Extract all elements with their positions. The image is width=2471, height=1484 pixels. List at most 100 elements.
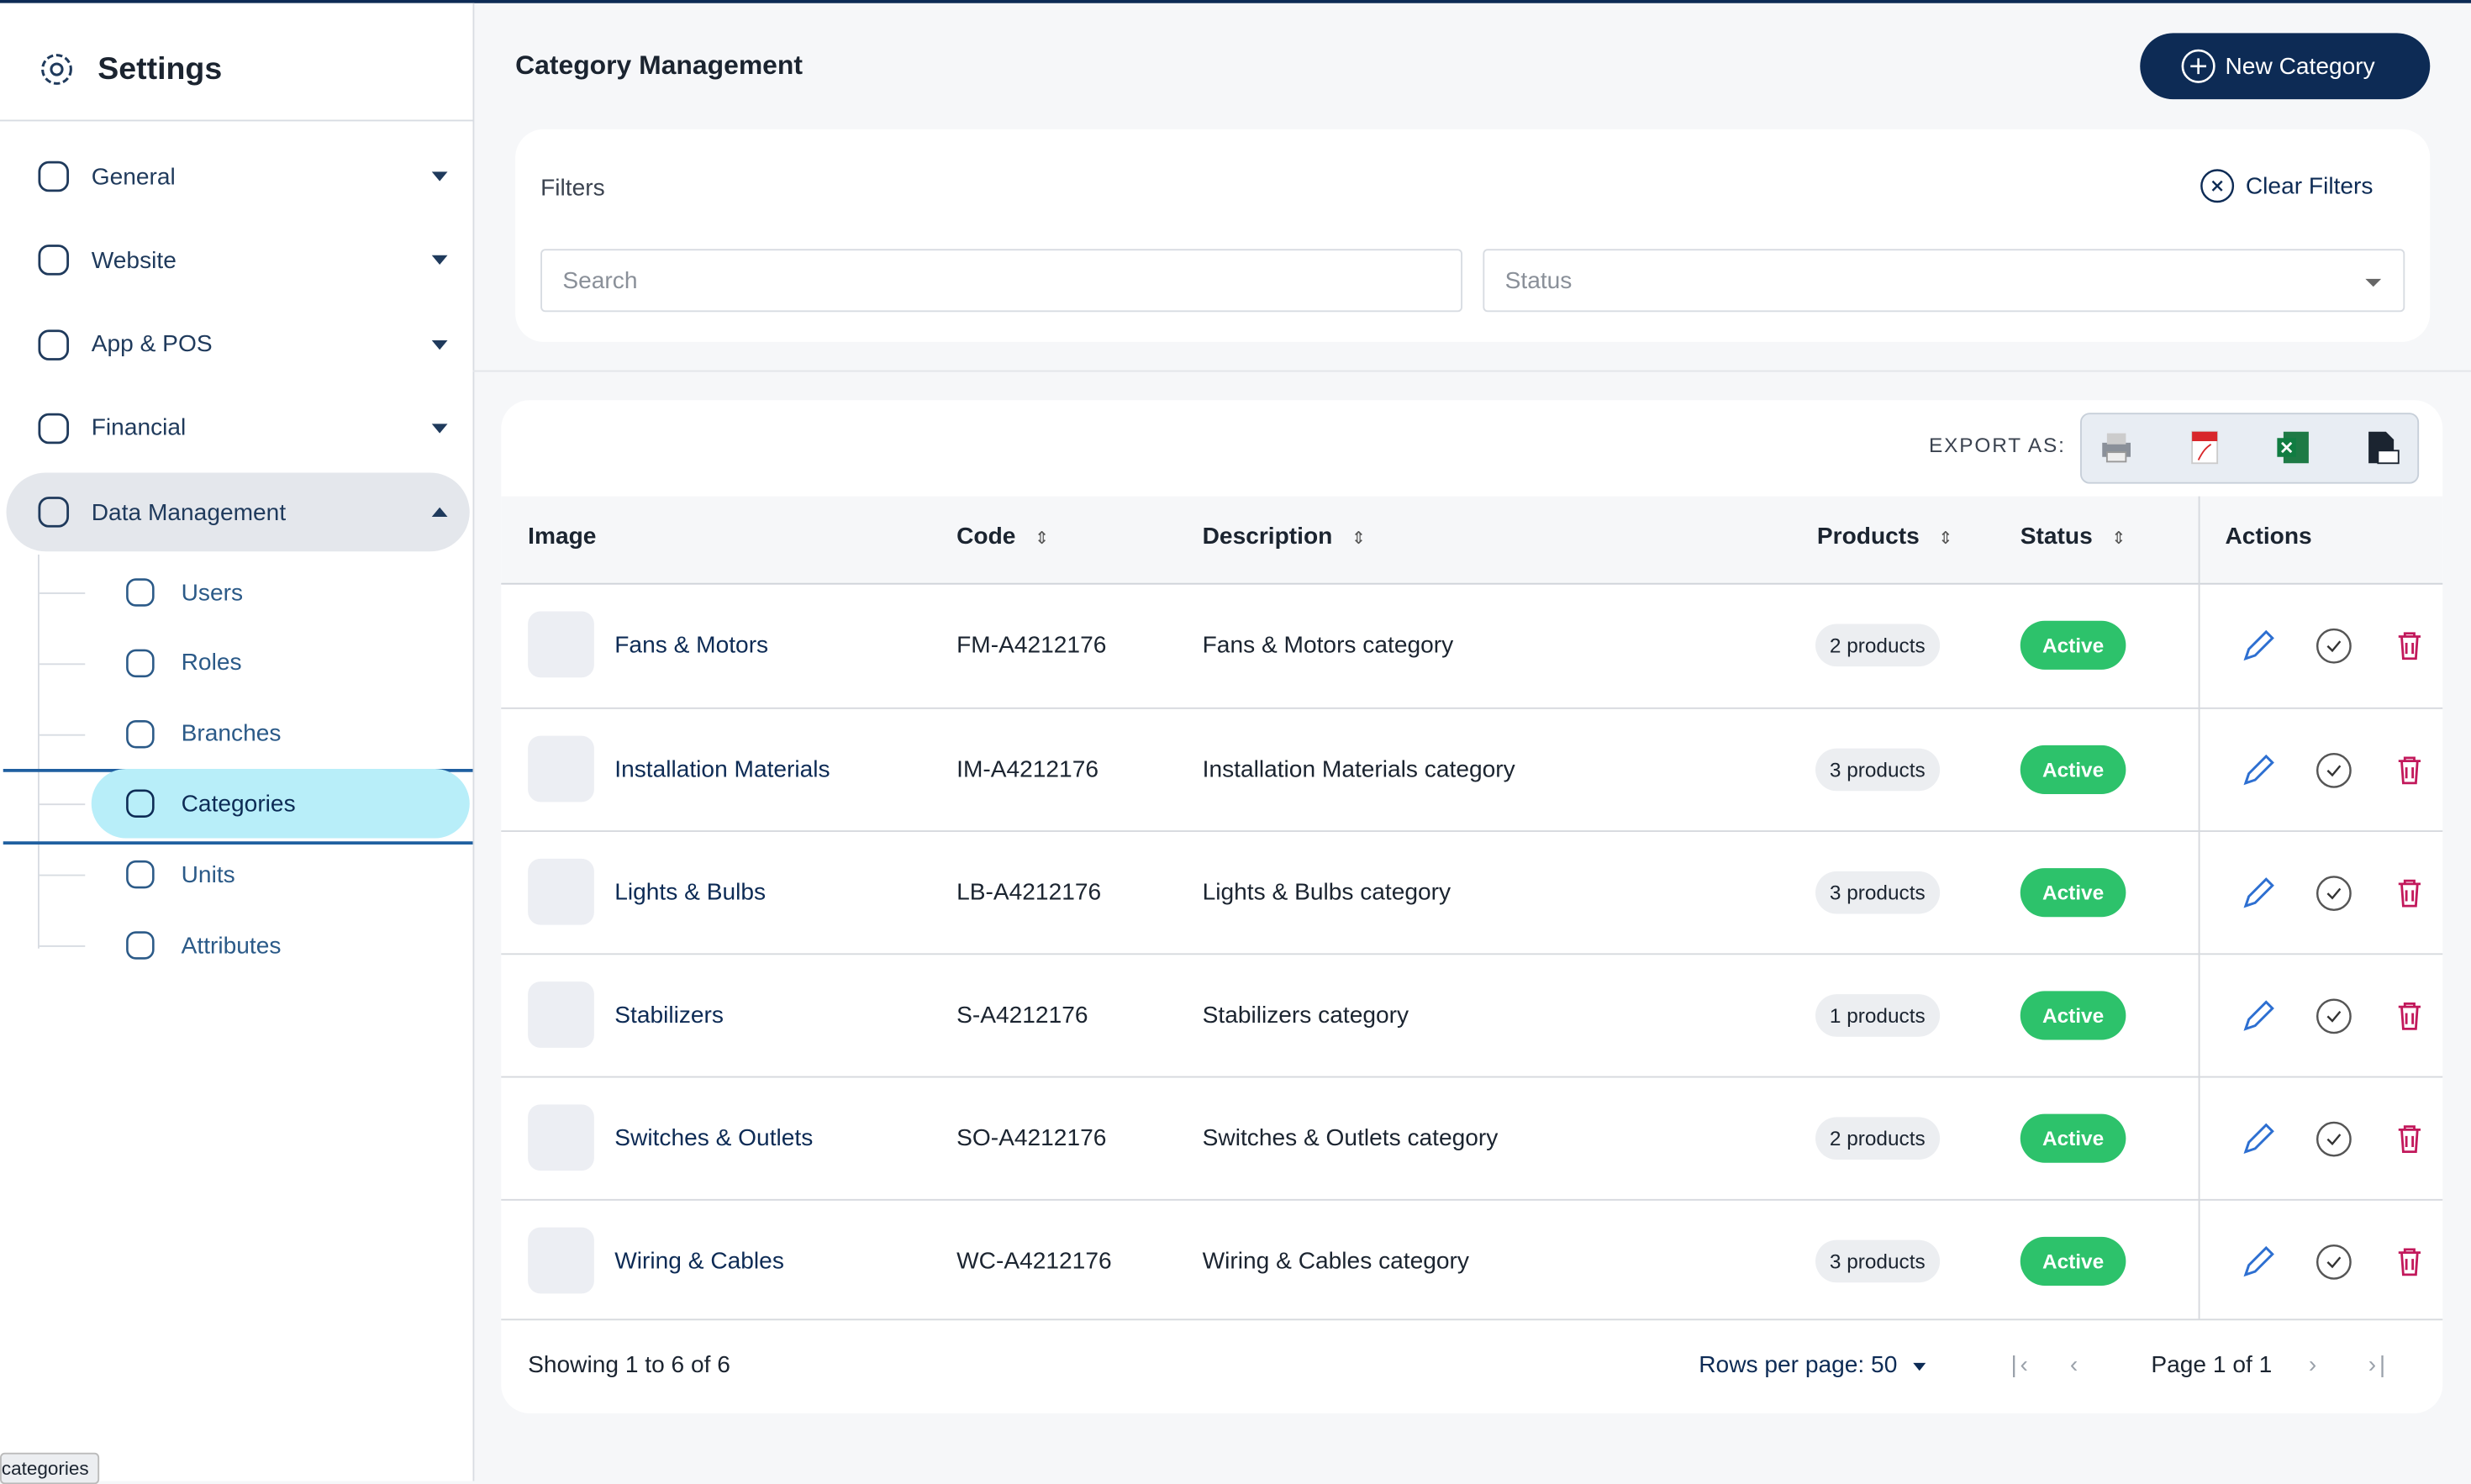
status-placeholder: Status <box>1505 267 1573 294</box>
new-category-button[interactable]: New Category <box>2140 33 2430 99</box>
products-badge: 3 products <box>1815 749 1940 792</box>
status-cell: Active <box>2021 709 2126 830</box>
edit-icon[interactable] <box>2238 995 2279 1036</box>
status-select[interactable]: Status <box>1483 249 2405 312</box>
caret <box>432 508 448 517</box>
tree-line <box>38 555 40 949</box>
submenu-label: Attributes <box>182 932 282 959</box>
nav-label: Website <box>92 247 176 274</box>
excel-icon[interactable] <box>2274 429 2312 466</box>
settings-icon <box>38 50 76 88</box>
submenu-item[interactable]: Roles <box>92 629 470 698</box>
delete-icon[interactable] <box>2389 750 2431 791</box>
table-header <box>501 497 2442 585</box>
sort-icon[interactable]: ⇕ <box>1938 529 1952 549</box>
products-badge: 2 products <box>1815 624 1940 667</box>
edit-icon[interactable] <box>2238 750 2279 791</box>
category-name[interactable]: Lights & Bulbs <box>614 832 766 953</box>
toggle-icon[interactable] <box>2314 872 2355 913</box>
delete-icon[interactable] <box>2389 1118 2431 1159</box>
products-cell: 1 products <box>1815 955 1940 1076</box>
table-row: Fans & Motors FM-A4212176 Fans & Motors ca… <box>501 585 2442 708</box>
image-placeholder <box>528 736 594 803</box>
icon-glyph <box>123 928 157 962</box>
category-name[interactable]: Fans & Motors <box>614 585 768 706</box>
edit-icon[interactable] <box>2238 624 2279 666</box>
edit-icon[interactable] <box>2238 1118 2279 1159</box>
image-placeholder <box>528 981 594 1048</box>
icon <box>34 325 72 363</box>
rows-per-page-label: Rows per page: 50 <box>1699 1352 1897 1379</box>
column-header: Status⇕ <box>2021 524 2126 550</box>
sort-icon[interactable]: ⇕ <box>1351 529 1366 549</box>
submenu-item[interactable]: Attributes <box>92 911 470 981</box>
divider <box>0 120 473 122</box>
category-name[interactable]: Wiring & Cables <box>614 1201 784 1322</box>
description: Wiring & Cables category <box>1203 1201 1469 1322</box>
rows-per-page[interactable]: Rows per page: 50 <box>1699 1352 1926 1379</box>
column-header: Products⇕ <box>1817 524 1953 550</box>
edit-icon[interactable] <box>2238 1241 2279 1282</box>
submenu-item[interactable]: Users <box>92 558 470 628</box>
status-cell: Active <box>2021 1201 2126 1322</box>
nav-item[interactable]: Data Management <box>7 473 470 552</box>
pager-prev[interactable]: |‹ ‹ <box>2011 1352 2082 1379</box>
actions <box>2238 955 2431 1076</box>
button-label: New Category <box>2226 53 2375 80</box>
nav-item[interactable]: General <box>7 137 470 216</box>
delete-icon[interactable] <box>2389 1241 2431 1282</box>
sort-icon[interactable]: ⇕ <box>1035 529 1049 549</box>
caret <box>2365 279 2381 287</box>
icon <box>123 928 157 962</box>
print-icon[interactable] <box>2098 429 2136 466</box>
column-header: Actions <box>2226 524 2312 550</box>
description: Stabilizers category <box>1203 955 1409 1076</box>
pdf-icon[interactable] <box>2186 429 2224 466</box>
code: FM-A4212176 <box>956 585 1106 706</box>
toggle-icon[interactable] <box>2314 1241 2355 1282</box>
nav-item[interactable]: Financial <box>7 389 470 468</box>
submenu-item[interactable]: Categories <box>92 770 470 839</box>
nav-item[interactable]: App & POS <box>7 305 470 384</box>
clear-filters[interactable]: Clear Filters <box>2200 169 2374 203</box>
pager-next[interactable]: › ›| <box>2309 1352 2389 1379</box>
tooltip: categories <box>0 1453 100 1484</box>
toggle-icon[interactable] <box>2314 995 2355 1036</box>
description: Installation Materials category <box>1203 709 1515 830</box>
nav-item[interactable]: Website <box>7 221 470 300</box>
toggle-icon[interactable] <box>2314 1118 2355 1159</box>
description: Fans & Motors category <box>1203 585 1454 706</box>
category-name[interactable]: Switches & Outlets <box>614 1078 813 1199</box>
csv-icon[interactable] <box>2363 429 2400 466</box>
submenu-label: Branches <box>182 720 282 747</box>
delete-icon[interactable] <box>2389 624 2431 666</box>
description: Lights & Bulbs category <box>1203 832 1451 953</box>
sort-icon[interactable]: ⇕ <box>2111 529 2126 549</box>
products-cell: 3 products <box>1815 709 1940 830</box>
delete-icon[interactable] <box>2389 872 2431 913</box>
icon <box>123 787 157 821</box>
icon <box>34 493 72 531</box>
edit-icon[interactable] <box>2238 872 2279 913</box>
icon-glyph <box>34 325 72 363</box>
products-cell: 3 products <box>1815 832 1940 953</box>
toggle-icon[interactable] <box>2314 624 2355 666</box>
products-cell: 3 products <box>1815 1201 1940 1322</box>
toggle-icon[interactable] <box>2314 750 2355 791</box>
filters-title: Filters <box>540 175 605 202</box>
products-cell: 2 products <box>1815 585 1940 706</box>
category-name[interactable]: Stabilizers <box>614 955 724 1076</box>
submenu-item[interactable]: Units <box>92 840 470 910</box>
search-input[interactable]: Search <box>540 249 1462 312</box>
submenu-label: Categories <box>182 791 296 818</box>
submenu-item[interactable]: Branches <box>92 699 470 769</box>
status-cell: Active <box>2021 585 2126 706</box>
actions <box>2238 585 2431 706</box>
tree-branch <box>38 875 85 876</box>
category-name[interactable]: Installation Materials <box>614 709 830 830</box>
delete-icon[interactable] <box>2389 995 2431 1036</box>
status-badge: Active <box>2021 1237 2126 1286</box>
